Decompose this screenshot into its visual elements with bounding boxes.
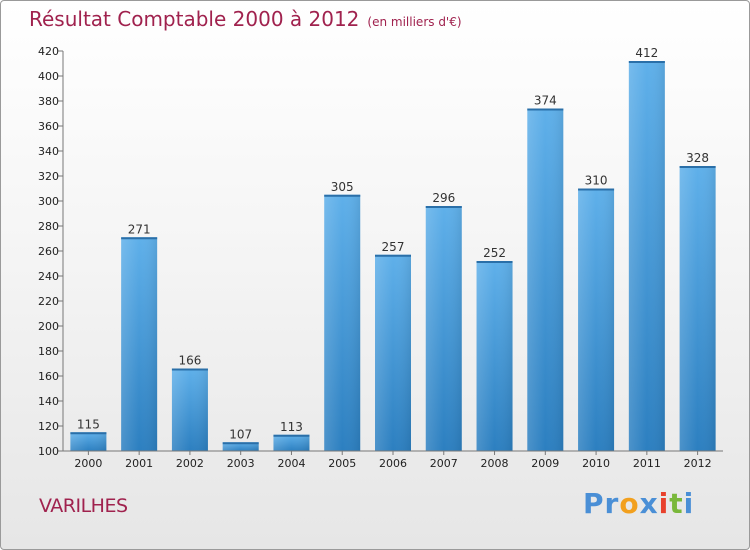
- x-tick-label: 2004: [277, 457, 305, 470]
- bar-value-label: 305: [331, 180, 354, 194]
- bar-value-label: 374: [534, 94, 557, 108]
- bar-top-edge: [171, 368, 208, 371]
- bar-shine: [527, 108, 564, 451]
- bars-group: 115 271 166 107 113 305 257 296 252 374 310 412 328: [70, 46, 716, 451]
- bar-shine: [121, 237, 158, 451]
- y-tick-label: 220: [38, 295, 59, 308]
- y-tick-label: 200: [38, 320, 59, 333]
- y-tick-label: 180: [38, 345, 59, 358]
- x-tick-label: 2008: [481, 457, 509, 470]
- y-tick-label: 320: [38, 170, 59, 183]
- y-tick-label: 380: [38, 95, 59, 108]
- x-tick-label: 2001: [125, 457, 153, 470]
- bar-shine: [171, 368, 208, 451]
- bar-shine: [679, 166, 716, 451]
- bar-top-edge: [273, 434, 310, 437]
- x-tick-label: 2011: [633, 457, 661, 470]
- bar-top-edge: [375, 254, 411, 257]
- x-tick-label: 2007: [430, 457, 458, 470]
- bar-value-label: 412: [635, 46, 658, 60]
- y-tick-label: 260: [38, 245, 59, 258]
- x-tick-label: 2006: [379, 457, 407, 470]
- logo-letter: o: [619, 487, 640, 520]
- y-tick-label: 420: [38, 45, 59, 58]
- x-tick-label: 2009: [531, 457, 559, 470]
- x-tick-label: 2003: [227, 457, 255, 470]
- bar-top-edge: [578, 188, 615, 191]
- y-tick-label: 240: [38, 270, 59, 283]
- x-tick-label: 2000: [74, 457, 102, 470]
- bar-shine: [425, 206, 462, 451]
- y-tick-label: 100: [38, 445, 59, 458]
- y-tick-label: 400: [38, 70, 59, 83]
- bar-value-label: 252: [483, 246, 506, 260]
- location-label: VARILHES: [39, 495, 128, 517]
- y-tick-label: 160: [38, 370, 59, 383]
- x-tick-label: 2002: [176, 457, 204, 470]
- y-tick-label: 360: [38, 120, 59, 133]
- bar-top-edge: [425, 206, 462, 208]
- y-tick-label: 280: [38, 220, 59, 233]
- x-tick-label: 2005: [328, 457, 356, 470]
- bar-shine: [476, 261, 513, 451]
- y-tick-label: 140: [38, 395, 59, 408]
- bar-top-edge: [222, 442, 259, 445]
- logo-letter: P: [583, 487, 605, 520]
- chart-title-block: Résultat Comptable 2000 à 2012 (en millie…: [29, 7, 462, 31]
- bar-shine: [628, 61, 665, 451]
- bar-value-label: 107: [229, 427, 252, 441]
- bar-shine: [375, 254, 411, 451]
- logo-letter: r: [604, 487, 620, 520]
- bar-value-label: 310: [585, 174, 608, 188]
- x-tick-label: 2010: [582, 457, 610, 470]
- logo-letter: i: [658, 487, 670, 520]
- bar-top-edge: [324, 194, 361, 197]
- bar-shine: [273, 434, 310, 451]
- bar-shine: [70, 432, 107, 451]
- bar-value-label: 166: [178, 354, 201, 368]
- bar-value-label: 328: [686, 151, 709, 165]
- logo-letter: i: [683, 487, 695, 520]
- logo-letter: x: [639, 487, 659, 520]
- chart-subtitle: (en milliers d'€): [367, 15, 462, 29]
- y-tick-label: 340: [38, 145, 59, 158]
- bar-top-edge: [70, 432, 107, 435]
- y-tick-label: 300: [38, 195, 59, 208]
- x-tick-label: 2012: [684, 457, 712, 470]
- bar-top-edge: [476, 261, 513, 263]
- bar-shine: [222, 442, 259, 451]
- y-tick-label: 120: [38, 420, 59, 433]
- bar-value-label: 113: [280, 420, 303, 434]
- bar-top-edge: [121, 237, 158, 240]
- bar-top-edge: [628, 61, 665, 63]
- logo-letter: t: [669, 487, 684, 520]
- x-axis: 2000 2001 2002 2003 2004 2005 2006 2007 2008 2009…: [63, 450, 723, 470]
- bar-top-edge: [527, 108, 564, 111]
- bar-top-edge: [679, 166, 716, 168]
- bar-shine: [324, 194, 361, 451]
- y-axis: 100 120 140 160 180 200 220 240 260 280 300 320 340 3…: [38, 45, 64, 458]
- bar-value-label: 115: [77, 417, 100, 431]
- chart-title: Résultat Comptable 2000 à 2012: [29, 7, 360, 31]
- bar-value-label: 257: [382, 240, 405, 254]
- proxiti-logo: Proxiti: [583, 487, 694, 520]
- bar-value-label: 296: [432, 191, 455, 205]
- bar-value-label: 271: [128, 222, 151, 236]
- bar-shine: [578, 188, 615, 451]
